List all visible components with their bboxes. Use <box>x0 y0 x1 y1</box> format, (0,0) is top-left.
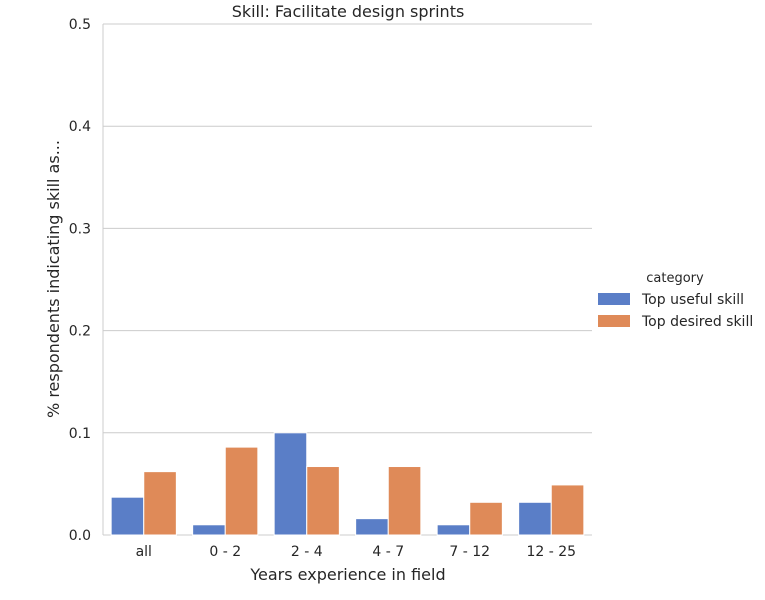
legend-swatch <box>598 293 630 305</box>
y-tick-label: 0.1 <box>69 426 91 442</box>
y-tick-label: 0.0 <box>69 528 91 544</box>
x-axis-title: Years experience in field <box>249 565 445 584</box>
y-tick-label: 0.3 <box>69 221 91 237</box>
bar-top-useful-skill <box>355 518 389 536</box>
y-tick-label: 0.2 <box>69 324 91 340</box>
y-axis-ticks: 0.0 0.1 0.2 0.3 0.4 0.5 <box>69 17 91 544</box>
bar-top-useful-skill <box>436 524 471 536</box>
bar-top-desired-skill <box>306 466 340 536</box>
legend-label: Top desired skill <box>641 314 753 330</box>
legend-label: Top useful skill <box>641 292 744 308</box>
x-tick-label: 12 - 25 <box>526 544 576 560</box>
bars <box>110 432 585 536</box>
y-tick-label: 0.5 <box>69 17 91 33</box>
legend-swatch <box>598 315 630 327</box>
x-tick-label: 2 - 4 <box>291 544 323 560</box>
legend-title: category <box>646 271 704 286</box>
bar-top-desired-skill <box>550 484 585 536</box>
y-axis-title: % respondents indicating skill as... <box>44 140 63 418</box>
bar-top-desired-skill <box>469 501 503 536</box>
y-tick-label: 0.4 <box>69 119 91 135</box>
bar-top-desired-skill <box>143 471 177 536</box>
bar-top-useful-skill <box>192 524 226 536</box>
x-tick-label: all <box>136 544 152 560</box>
x-tick-label: 0 - 2 <box>209 544 241 560</box>
legend: category Top useful skill Top desired ski… <box>598 271 753 330</box>
x-tick-label: 7 - 12 <box>449 544 490 560</box>
chart-title: Skill: Facilitate design sprints <box>232 2 465 21</box>
bar-top-desired-skill <box>387 466 422 536</box>
bar-top-useful-skill <box>518 501 552 536</box>
gridlines <box>103 23 592 536</box>
bar-top-useful-skill <box>273 432 308 536</box>
bar-top-desired-skill <box>224 446 259 536</box>
x-axis-ticks: all 0 - 2 2 - 4 4 - 7 7 - 12 12 - 25 <box>136 544 576 560</box>
bar-top-useful-skill <box>110 496 145 536</box>
x-tick-label: 4 - 7 <box>372 544 404 560</box>
